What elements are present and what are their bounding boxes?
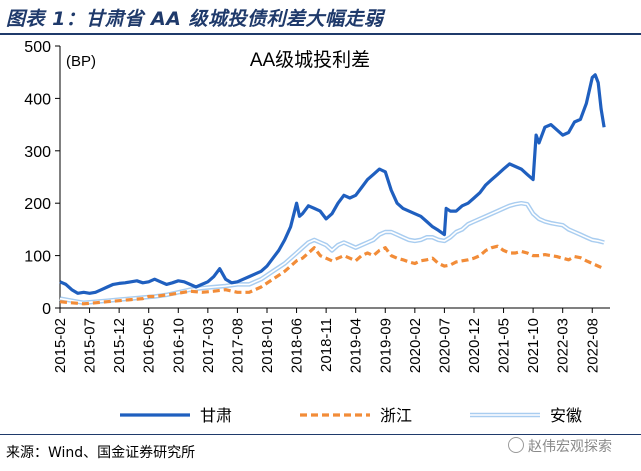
watermark-text: 赵伟宏观探索 [528,439,612,455]
x-tick-label: 2020-02 [407,318,424,373]
chart-title: AA级城投利差 [250,49,370,71]
legend-label: 安徽 [550,407,582,425]
y-axis-unit: (BP) [66,53,96,70]
x-tick-label: 2016-05 [141,318,158,373]
series-line-gansu [59,73,606,295]
source-note: 来源：Wind、国金证券研究所 [6,445,196,461]
x-tick-label: 2015-12 [111,318,128,373]
x-tick-label: 2018-11 [318,318,335,372]
x-tick-label: 2018-06 [289,318,306,373]
series-line-zhejiang [59,244,605,306]
y-tick-label: 500 [24,39,51,56]
y-tick-label: 300 [24,144,51,161]
y-tick-label: 100 [24,249,51,266]
x-tick-label: 2022-08 [584,318,601,373]
x-tick-label: 2015-07 [82,318,99,373]
title-divider [0,33,641,35]
x-tick-label: 2017-03 [200,318,217,373]
legend-label: 甘肃 [200,407,232,425]
y-tick-label: 0 [42,301,51,318]
wechat-icon [508,437,524,453]
x-tick-label: 2015-02 [52,318,69,373]
series-line-anhui-core [59,202,605,304]
chart-area: 0 100 200 300 400 500 2015-02 2015-07 2015-12 201… [24,39,610,425]
x-tick-label: 2020-12 [466,318,483,373]
footer-divider [0,434,641,435]
x-tick-label: 2017-08 [229,318,246,373]
x-tick-label: 2018-01 [259,318,276,373]
x-tick-label: 2019-04 [348,318,365,373]
watermark: 赵伟宏观探索 [508,436,612,456]
y-tick-label: 400 [24,91,51,108]
legend-label: 浙江 [380,407,412,425]
figure-title: 图表 1：甘肃省 AA 级城投债利差大幅走弱 [6,8,384,30]
x-tick-label: 2022-03 [555,318,572,373]
x-tick-label: 2016-10 [170,318,187,373]
x-tick-label: 2020-07 [436,318,453,373]
x-tick-label: 2021-10 [525,318,542,373]
y-tick-label: 200 [24,196,51,213]
x-tick-label: 2019-09 [377,318,394,373]
x-tick-label: 2021-05 [496,318,513,373]
